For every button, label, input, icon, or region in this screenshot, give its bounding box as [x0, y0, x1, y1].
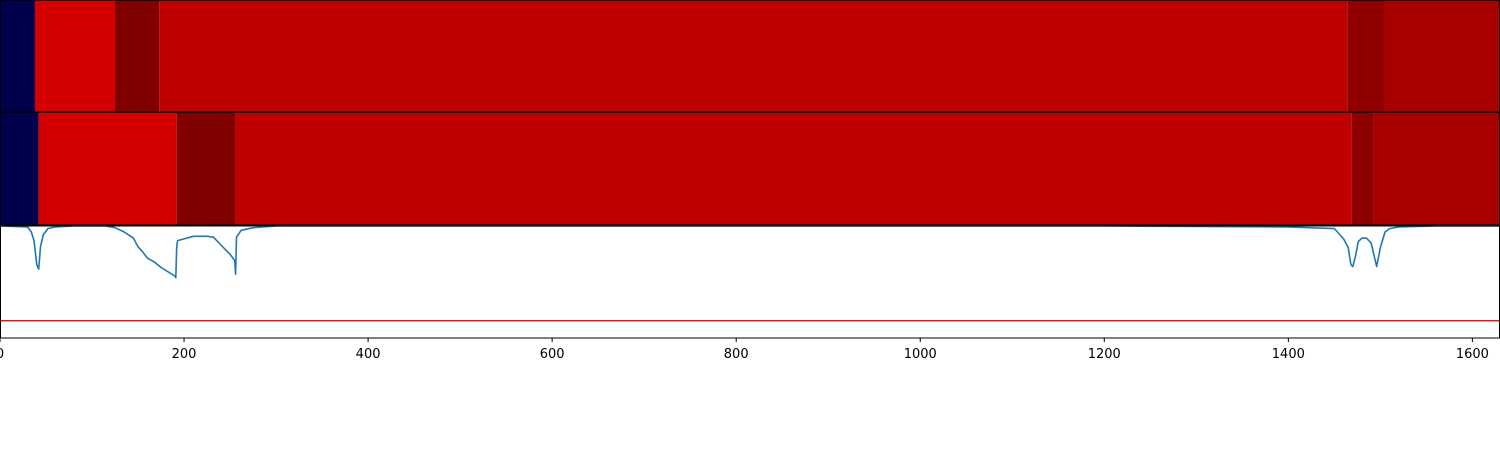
heatmap-top-segment [1347, 1, 1385, 112]
series-line [0, 225, 1500, 279]
x-tick-label: 400 [356, 347, 381, 362]
heatmap-top-segment [34, 1, 116, 112]
heatmap-top-segment [115, 1, 160, 112]
heatmap-middle-segment [1351, 113, 1374, 225]
x-axis: 0 200 400 600 800 1000 1200 1400 1600 [0, 338, 1489, 362]
heatmap-top-segment [0, 1, 35, 112]
heatmap-middle-segment [1373, 113, 1500, 225]
heatmap-middle-segment [235, 113, 1352, 225]
heatmap-top-segment [1384, 1, 1500, 112]
heatmap-middle-segment [38, 113, 177, 225]
heatmap-top-panel [0, 0, 1500, 113]
heatmap-middle-segment [0, 113, 39, 225]
x-tick-label: 200 [172, 347, 197, 362]
x-tick-label: 0 [0, 347, 4, 362]
x-tick-label: 800 [724, 347, 749, 362]
heatmap-middle-segment [176, 113, 236, 225]
heatmap-middle-panel [0, 112, 1500, 226]
heatmap-top-segment [159, 1, 1348, 112]
x-tick-label: 600 [540, 347, 565, 362]
x-tick-label: 1200 [1088, 347, 1121, 362]
x-tick-label: 1600 [1456, 347, 1489, 362]
line-plot-panel [0, 225, 1500, 339]
x-tick-label: 1400 [1272, 347, 1305, 362]
x-tick-label: 1000 [904, 347, 937, 362]
